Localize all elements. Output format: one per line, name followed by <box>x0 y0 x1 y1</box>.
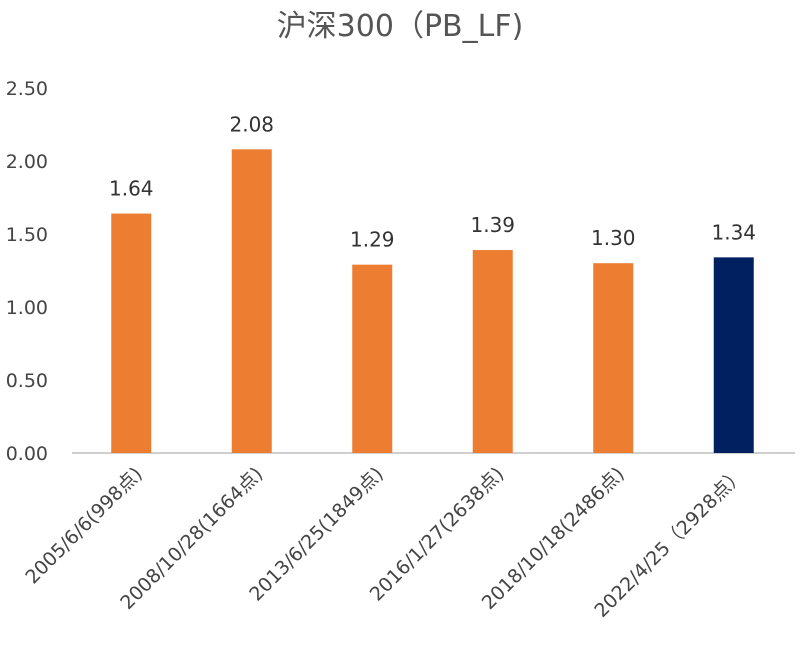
y-tick-label: 0.50 <box>6 370 48 392</box>
y-tick-label: 1.50 <box>6 224 48 246</box>
bar <box>352 264 393 453</box>
x-axis: 2005/6/6(998点)2008/10/28(1664点)2013/6/25… <box>21 463 749 622</box>
x-tick-label: 2005/6/6(998点) <box>21 463 146 588</box>
bar <box>472 250 513 453</box>
data-labels: 1.64 2.08 1.29 1.39 1.30 1.34 <box>109 112 756 251</box>
y-tick-label: 2.50 <box>6 78 48 100</box>
data-label: 1.29 <box>350 228 395 252</box>
data-label: 1.64 <box>109 177 154 201</box>
y-tick-label: 1.00 <box>6 297 48 319</box>
data-label: 1.39 <box>470 213 515 237</box>
data-label: 1.34 <box>711 220 756 244</box>
y-axis: 0.00 0.50 1.00 1.50 2.00 2.50 <box>6 78 48 465</box>
y-tick-label: 2.00 <box>6 151 48 173</box>
bars <box>111 149 754 453</box>
bar <box>111 213 152 453</box>
data-label: 1.30 <box>591 226 636 250</box>
x-tick-label: 2016/1/27(2638点) <box>366 463 509 606</box>
bar <box>713 257 754 453</box>
bar <box>593 263 634 453</box>
chart-title: 沪深300（PB_LF) <box>277 9 524 44</box>
data-label: 2.08 <box>229 112 274 136</box>
x-tick-label: 2013/6/25(1849点) <box>245 463 388 606</box>
bar <box>231 149 272 453</box>
y-tick-label: 0.00 <box>6 443 48 465</box>
